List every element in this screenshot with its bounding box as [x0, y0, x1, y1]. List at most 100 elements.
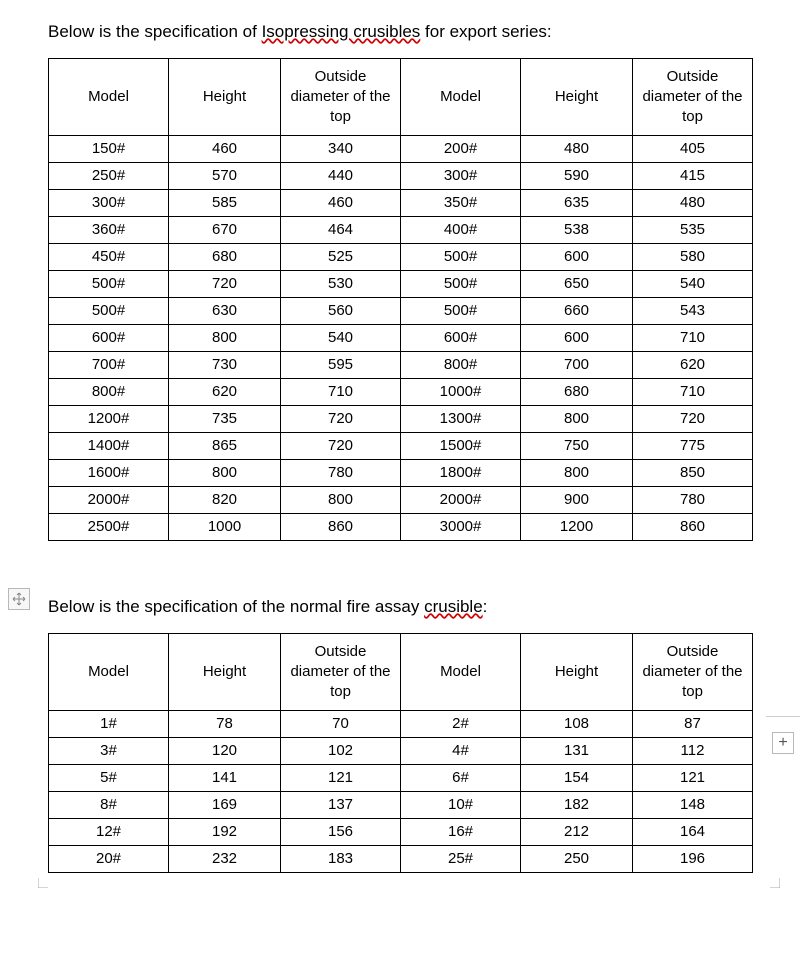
table-cell: 800: [521, 460, 633, 487]
col-header: Model: [401, 59, 521, 136]
intro1-misspell: Isopressing crusibles: [262, 22, 421, 41]
table-cell: 543: [633, 298, 753, 325]
table-cell: 112: [633, 738, 753, 765]
table-cell: 4#: [401, 738, 521, 765]
intro1-prefix: Below is the specification of: [48, 22, 262, 41]
table-cell: 1800#: [401, 460, 521, 487]
table-row: 250#570440300#590415: [49, 163, 753, 190]
col-header: Height: [521, 59, 633, 136]
table-cell: 500#: [401, 244, 521, 271]
table-cell: 141: [169, 765, 281, 792]
table-cell: 150#: [49, 136, 169, 163]
table-cell: 8#: [49, 792, 169, 819]
table-cell: 800: [521, 406, 633, 433]
table-row: 1400#8657201500#750775: [49, 433, 753, 460]
table-row: 2000#8208002000#900780: [49, 487, 753, 514]
table-cell: 630: [169, 298, 281, 325]
table-row: 5#1411216#154121: [49, 765, 753, 792]
table-cell: 25#: [401, 846, 521, 873]
table-cell: 460: [281, 190, 401, 217]
table-cell: 1500#: [401, 433, 521, 460]
table-row: 20#23218325#250196: [49, 846, 753, 873]
table-move-handle-icon[interactable]: [8, 588, 30, 610]
table-cell: 2000#: [401, 487, 521, 514]
table-cell: 183: [281, 846, 401, 873]
col-header: Model: [49, 59, 169, 136]
table-cell: 720: [281, 406, 401, 433]
table-row: 1200#7357201300#800720: [49, 406, 753, 433]
table-cell: 12#: [49, 819, 169, 846]
table-cell: 1000: [169, 514, 281, 541]
table-cell: 3#: [49, 738, 169, 765]
table-cell: 620: [633, 352, 753, 379]
table-cell: 300#: [401, 163, 521, 190]
table-cell: 585: [169, 190, 281, 217]
table-cell: 800: [169, 325, 281, 352]
table-cell: 710: [633, 325, 753, 352]
table-cell: 164: [633, 819, 753, 846]
table-cell: 405: [633, 136, 753, 163]
col-header: Outside diameter of the top: [281, 59, 401, 136]
table-row: 800#6207101000#680710: [49, 379, 753, 406]
table-cell: 800#: [401, 352, 521, 379]
table-cell: 865: [169, 433, 281, 460]
table-cell: 540: [633, 271, 753, 298]
table-cell: 340: [281, 136, 401, 163]
table-cell: 500#: [401, 271, 521, 298]
table-cell: 200#: [401, 136, 521, 163]
table-cell: 20#: [49, 846, 169, 873]
table-cell: 464: [281, 217, 401, 244]
table-cell: 680: [169, 244, 281, 271]
table-fire-assay: Model Height Outside diameter of the top…: [48, 633, 753, 873]
table-row: 8#16913710#182148: [49, 792, 753, 819]
table-row: 150#460340200#480405: [49, 136, 753, 163]
table-cell: 800: [281, 487, 401, 514]
table-cell: 620: [169, 379, 281, 406]
table-header-row: Model Height Outside diameter of the top…: [49, 634, 753, 711]
table-row: 1600#8007801800#800850: [49, 460, 753, 487]
intro2-prefix: Below is the specification of the normal…: [48, 597, 424, 616]
ruler-mark: [766, 716, 800, 717]
table-cell: 196: [633, 846, 753, 873]
table-cell: 3000#: [401, 514, 521, 541]
table-cell: 538: [521, 217, 633, 244]
table-cell: 1#: [49, 711, 169, 738]
intro2-misspell: crusible: [424, 597, 483, 616]
table-cell: 860: [281, 514, 401, 541]
table-cell: 70: [281, 711, 401, 738]
table-cell: 730: [169, 352, 281, 379]
table-cell: 900: [521, 487, 633, 514]
table-cell: 1200: [521, 514, 633, 541]
add-column-button[interactable]: +: [772, 732, 794, 754]
table-cell: 87: [633, 711, 753, 738]
table-cell: 192: [169, 819, 281, 846]
table-cell: 530: [281, 271, 401, 298]
table-cell: 1600#: [49, 460, 169, 487]
table-row: 300#585460350#635480: [49, 190, 753, 217]
table-cell: 1300#: [401, 406, 521, 433]
table-row: 1#78702#10887: [49, 711, 753, 738]
table-row: 3#1201024#131112: [49, 738, 753, 765]
table-row: 700#730595800#700620: [49, 352, 753, 379]
table-cell: 480: [521, 136, 633, 163]
table-cell: 670: [169, 217, 281, 244]
table-row: 12#19215616#212164: [49, 819, 753, 846]
table-cell: 1000#: [401, 379, 521, 406]
table-cell: 800: [169, 460, 281, 487]
table-cell: 250: [521, 846, 633, 873]
table-cell: 154: [521, 765, 633, 792]
table-cell: 780: [633, 487, 753, 514]
table-cell: 780: [281, 460, 401, 487]
table-cell: 16#: [401, 819, 521, 846]
intro2-suffix: :: [483, 597, 488, 616]
table-cell: 10#: [401, 792, 521, 819]
table-cell: 120: [169, 738, 281, 765]
table-cell: 750: [521, 433, 633, 460]
table-cell: 5#: [49, 765, 169, 792]
table-cell: 590: [521, 163, 633, 190]
table-cell: 660: [521, 298, 633, 325]
plus-icon: +: [778, 735, 787, 751]
table-cell: 595: [281, 352, 401, 379]
col-header: Height: [521, 634, 633, 711]
table-cell: 600: [521, 244, 633, 271]
